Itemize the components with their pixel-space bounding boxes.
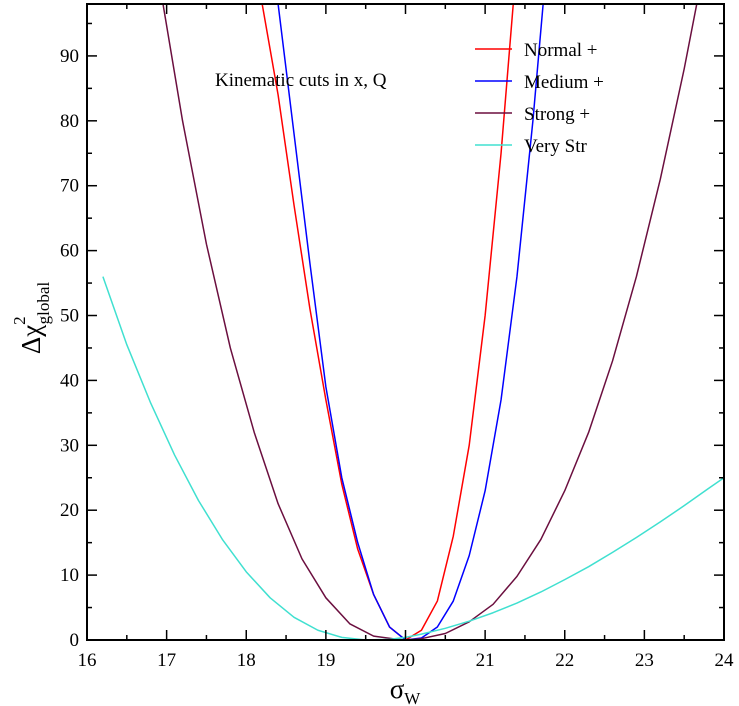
x-tick-label: 22 [555, 650, 574, 671]
x-axis-title-main: σ [390, 674, 405, 704]
series-line-4 [102, 276, 724, 640]
x-tick-label: 21 [476, 650, 495, 671]
y-tick-label: 0 [70, 630, 80, 651]
x-axis-title-sub: W [404, 689, 421, 706]
x-tick-label: 20 [396, 650, 415, 671]
x-tick-label: 17 [157, 650, 176, 671]
legend: Normal + Medium + Strong + Very Str [475, 40, 604, 157]
x-tick-label: 18 [237, 650, 256, 671]
y-tick-label: 50 [60, 306, 79, 327]
y-axis-title-sup: 2 [10, 316, 29, 325]
y-axis-title: Δχ2 global [10, 282, 53, 355]
y-tick-label: 30 [60, 435, 79, 456]
legend-label: Strong + [524, 104, 590, 125]
legend-label: Very Str [524, 136, 587, 157]
y-tick-label: 20 [60, 500, 79, 521]
x-axis-title: σW [390, 674, 422, 706]
chart-annotation: Kinematic cuts in x, Q [215, 70, 387, 91]
plot-frame [86, 3, 725, 641]
series-line-1 [261, 4, 515, 640]
y-tick-label: 80 [60, 111, 79, 132]
y-tick-label: 10 [60, 565, 79, 586]
y-axis: 0 10 20 30 40 50 60 70 80 90 [60, 22, 724, 651]
y-tick-label: 60 [60, 241, 79, 262]
series-layer [102, 4, 724, 640]
x-tick-label: 23 [635, 650, 654, 671]
y-tick-label: 70 [60, 176, 79, 197]
y-tick-label: 40 [60, 370, 79, 391]
legend-label: Normal + [524, 40, 598, 61]
y-tick-label: 90 [60, 46, 79, 67]
y-axis-title-main: Δχ [16, 325, 46, 354]
legend-label: Medium + [524, 72, 604, 93]
x-tick-label: 19 [316, 650, 335, 671]
x-axis: 16 17 18 19 20 21 22 23 24 [78, 4, 735, 671]
series-line-3 [162, 4, 698, 640]
series-line-2 [277, 4, 544, 640]
y-axis-title-sub: global [34, 282, 53, 325]
x-tick-label: 24 [715, 650, 735, 671]
x-tick-label: 16 [78, 650, 97, 671]
